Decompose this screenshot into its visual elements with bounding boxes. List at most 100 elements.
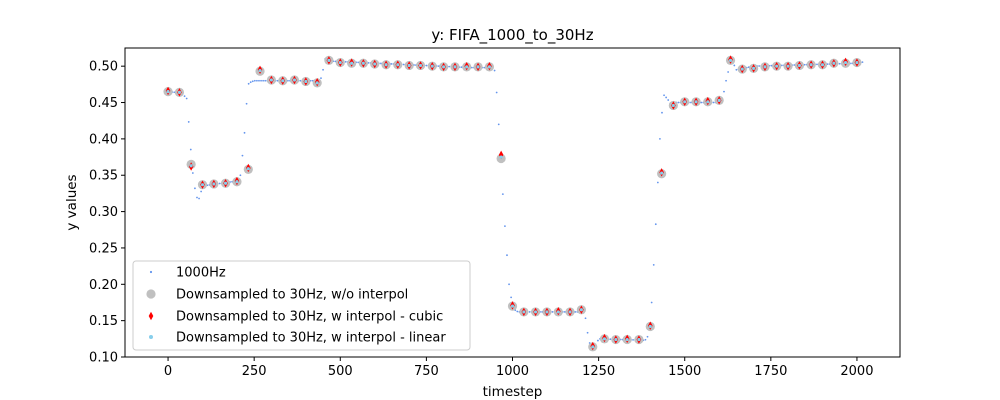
- point-1000hz: [528, 311, 531, 313]
- point-linear: [832, 61, 836, 65]
- point-1000hz: [632, 339, 634, 341]
- point-linear: [292, 78, 297, 82]
- point-1000hz: [460, 66, 463, 69]
- point-linear: [671, 103, 675, 108]
- point-1000hz: [508, 283, 510, 286]
- point-linear: [476, 65, 480, 69]
- point-linear: [728, 58, 733, 62]
- point-linear: [625, 337, 629, 342]
- point-linear: [361, 61, 365, 65]
- point-1000hz: [218, 182, 221, 185]
- legend-marker-no-interpol: [146, 289, 156, 299]
- point-1000hz: [644, 338, 647, 341]
- point-1000hz: [344, 60, 347, 63]
- point-1000hz: [402, 63, 405, 66]
- point-linear: [373, 62, 377, 66]
- point-linear: [442, 65, 446, 69]
- point-linear: [235, 180, 239, 184]
- point-1000hz: [183, 95, 186, 98]
- point-linear: [350, 61, 354, 65]
- point-linear: [820, 63, 825, 67]
- point-1000hz: [663, 94, 665, 97]
- point-linear: [407, 63, 411, 68]
- x-tick-label: 1750: [754, 364, 787, 379]
- point-1000hz: [320, 77, 322, 80]
- point-linear: [717, 98, 721, 102]
- point-1000hz: [727, 71, 730, 73]
- point-1000hz: [493, 69, 496, 72]
- point-1000hz: [425, 64, 428, 67]
- point-1000hz: [264, 79, 267, 82]
- point-linear: [258, 68, 262, 73]
- point-1000hz: [652, 264, 655, 266]
- point-1000hz: [501, 193, 504, 196]
- point-1000hz: [256, 79, 258, 82]
- series-linear: [166, 58, 859, 349]
- point-linear: [568, 310, 572, 314]
- point-1000hz: [322, 68, 324, 71]
- legend-marker-linear: [149, 335, 153, 339]
- point-linear: [545, 310, 549, 314]
- point-1000hz: [510, 296, 513, 299]
- point-linear: [797, 63, 802, 68]
- point-linear: [706, 100, 710, 104]
- legend-label: Downsampled to 30Hz, w/o interpol: [176, 288, 408, 303]
- y-tick-label: 0.20: [89, 278, 118, 293]
- point-1000hz: [816, 63, 818, 66]
- x-tick-label: 500: [328, 364, 353, 379]
- point-1000hz: [584, 317, 587, 320]
- point-1000hz: [245, 102, 248, 105]
- point-linear: [660, 171, 664, 175]
- point-1000hz: [198, 197, 200, 200]
- point-linear: [637, 337, 641, 342]
- point-linear: [338, 60, 342, 65]
- x-axis-label: timestep: [483, 384, 543, 400]
- point-linear: [752, 66, 756, 70]
- point-1000hz: [276, 79, 279, 82]
- point-1000hz: [497, 123, 500, 126]
- x-tick-label: 250: [242, 364, 267, 379]
- point-linear: [499, 155, 503, 159]
- point-1000hz: [390, 63, 393, 65]
- point-1000hz: [260, 79, 262, 82]
- y-tick-label: 0.50: [89, 60, 118, 75]
- point-1000hz: [770, 64, 773, 67]
- point-1000hz: [650, 301, 653, 304]
- point-1000hz: [194, 187, 196, 190]
- point-1000hz: [654, 223, 657, 226]
- point-1000hz: [504, 225, 506, 228]
- point-linear: [648, 324, 652, 329]
- point-linear: [855, 60, 859, 65]
- point-1000hz: [483, 66, 486, 69]
- point-1000hz: [241, 154, 244, 157]
- y-axis: 0.10 0.15 0.20 0.25 0.30 0.35 0.40 0.45 0.50: [89, 60, 125, 366]
- point-1000hz: [287, 79, 289, 82]
- x-tick-label: 0: [164, 364, 172, 379]
- point-1000hz: [665, 96, 668, 99]
- point-1000hz: [506, 254, 508, 257]
- point-linear: [281, 79, 285, 83]
- point-1000hz: [367, 61, 370, 64]
- chart-title: y: FIFA_1000_to_30Hz: [431, 26, 593, 45]
- point-1000hz: [470, 66, 473, 69]
- point-linear: [809, 63, 813, 67]
- point-linear: [579, 308, 583, 312]
- point-1000hz: [735, 68, 738, 71]
- y-tick-label: 0.30: [89, 205, 118, 220]
- point-1000hz: [185, 97, 188, 100]
- y-tick-label: 0.45: [89, 96, 118, 111]
- y-tick-label: 0.15: [89, 314, 118, 329]
- point-1000hz: [793, 64, 796, 66]
- point-1000hz: [196, 196, 198, 199]
- point-1000hz: [780, 64, 783, 67]
- point-1000hz: [725, 79, 727, 82]
- point-1000hz: [262, 79, 265, 82]
- point-1000hz: [723, 90, 725, 93]
- legend-marker-cubic: [148, 311, 154, 321]
- point-1000hz: [187, 121, 190, 123]
- point-linear: [418, 63, 423, 68]
- point-linear: [465, 65, 469, 69]
- point-1000hz: [656, 181, 659, 184]
- point-linear: [223, 181, 228, 185]
